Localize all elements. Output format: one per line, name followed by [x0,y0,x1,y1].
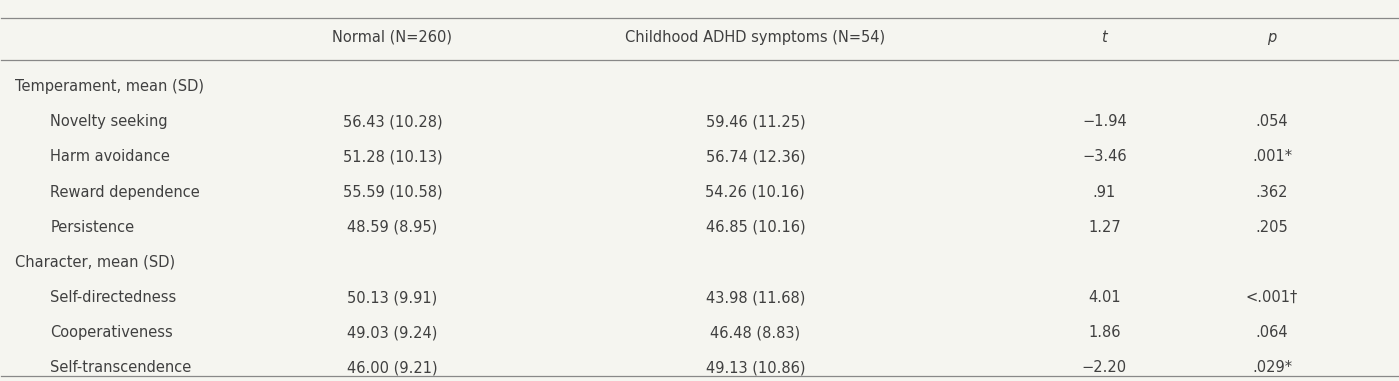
Text: 51.28 (10.13): 51.28 (10.13) [343,149,442,164]
Text: <.001†: <.001† [1247,290,1298,305]
Text: p: p [1267,30,1276,45]
Text: Harm avoidance: Harm avoidance [50,149,171,164]
Text: .91: .91 [1093,184,1116,200]
Text: Childhood ADHD symptoms (N=54): Childhood ADHD symptoms (N=54) [625,30,886,45]
Text: .205: .205 [1255,220,1288,235]
Text: 50.13 (9.91): 50.13 (9.91) [347,290,438,305]
Text: 59.46 (11.25): 59.46 (11.25) [705,114,806,129]
Text: Novelty seeking: Novelty seeking [50,114,168,129]
Text: 54.26 (10.16): 54.26 (10.16) [705,184,806,200]
Text: 48.59 (8.95): 48.59 (8.95) [347,220,438,235]
Text: 46.85 (10.16): 46.85 (10.16) [705,220,806,235]
Text: .029*: .029* [1252,360,1293,375]
Text: Cooperativeness: Cooperativeness [50,325,173,340]
Text: t: t [1101,30,1107,45]
Text: Persistence: Persistence [50,220,134,235]
Text: 49.03 (9.24): 49.03 (9.24) [347,325,438,340]
Text: .001*: .001* [1252,149,1293,164]
Text: −1.94: −1.94 [1081,114,1126,129]
Text: .362: .362 [1256,184,1288,200]
Text: 1.27: 1.27 [1088,220,1121,235]
Text: −2.20: −2.20 [1081,360,1128,375]
Text: 4.01: 4.01 [1088,290,1121,305]
Text: 46.00 (9.21): 46.00 (9.21) [347,360,438,375]
Text: 1.86: 1.86 [1088,325,1121,340]
Text: Self-transcendence: Self-transcendence [50,360,192,375]
Text: 56.74 (12.36): 56.74 (12.36) [705,149,806,164]
Text: 55.59 (10.58): 55.59 (10.58) [343,184,442,200]
Text: Character, mean (SD): Character, mean (SD) [15,255,175,270]
Text: Temperament, mean (SD): Temperament, mean (SD) [15,79,204,94]
Text: .054: .054 [1256,114,1288,129]
Text: Reward dependence: Reward dependence [50,184,200,200]
Text: 49.13 (10.86): 49.13 (10.86) [705,360,804,375]
Text: 56.43 (10.28): 56.43 (10.28) [343,114,442,129]
Text: 43.98 (11.68): 43.98 (11.68) [705,290,804,305]
Text: .064: .064 [1256,325,1288,340]
Text: 46.48 (8.83): 46.48 (8.83) [711,325,800,340]
Text: −3.46: −3.46 [1081,149,1126,164]
Text: Self-directedness: Self-directedness [50,290,176,305]
Text: Normal (N=260): Normal (N=260) [333,30,452,45]
